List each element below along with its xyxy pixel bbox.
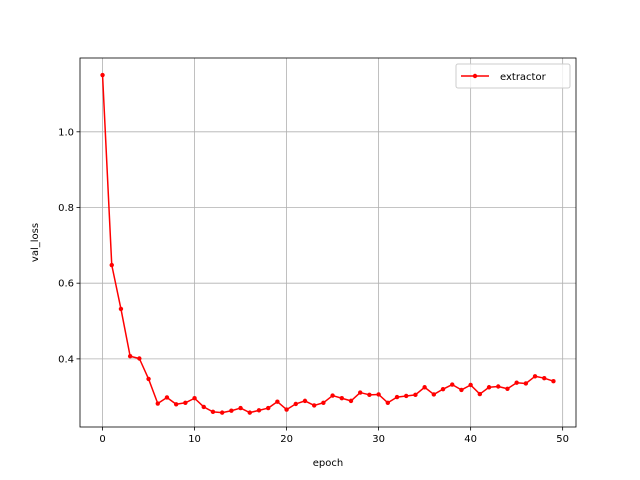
x-axis-label: epoch (313, 458, 343, 469)
y-tick-label: 0.4 (58, 354, 74, 365)
data-point (367, 392, 372, 398)
x-tick-label: 20 (280, 434, 293, 445)
data-point (201, 404, 206, 410)
y-tick-label: 0.6 (58, 279, 74, 290)
data-point (127, 354, 133, 359)
y-tick-label: 1.0 (58, 127, 74, 138)
axis-ticks: 0 10 20 30 40 50 0.4 0.6 0.8 1.0 (58, 127, 569, 445)
data-point (542, 375, 547, 381)
data-point (192, 396, 197, 401)
data-point (118, 306, 124, 312)
data-point (385, 400, 391, 405)
x-tick-label: 40 (464, 434, 477, 445)
grid-lines (80, 58, 576, 427)
data-point (256, 408, 262, 413)
data-point (468, 382, 473, 388)
plot-area-frame (79, 57, 577, 428)
data-point (302, 398, 308, 404)
x-tick-label: 50 (556, 434, 569, 445)
data-point (247, 410, 252, 415)
data-point (155, 401, 160, 406)
data-point (532, 374, 538, 379)
legend: extractor (455, 63, 571, 89)
data-point (229, 408, 234, 413)
data-point (210, 409, 216, 415)
data-point (293, 401, 298, 407)
data-point (339, 396, 345, 401)
x-tick-label: 10 (188, 434, 201, 445)
data-point (348, 398, 354, 404)
data-point (523, 381, 529, 386)
x-tick-label: 30 (372, 434, 385, 445)
data-point (505, 386, 510, 391)
data-point (376, 392, 381, 397)
data-point (164, 395, 170, 400)
data-point (137, 356, 142, 361)
data-point (477, 391, 483, 397)
legend-label-extractor: extractor (500, 72, 547, 83)
data-point (284, 407, 289, 412)
data-point (450, 382, 455, 387)
data-point (100, 72, 105, 78)
data-point (459, 387, 464, 393)
data-point (394, 394, 400, 400)
data-point (440, 386, 446, 392)
data-point (311, 403, 317, 408)
data-point (486, 385, 492, 390)
legend-marker-swatch (472, 73, 478, 79)
y-tick-label: 0.8 (58, 203, 74, 214)
series-layer (100, 72, 556, 415)
data-point (404, 393, 409, 399)
data-point (183, 400, 188, 405)
data-point (413, 392, 418, 398)
data-point (109, 262, 114, 268)
data-point (431, 392, 437, 397)
y-axis-label: val_loss (30, 223, 41, 262)
data-point (514, 380, 519, 385)
data-point (173, 402, 179, 407)
data-point (496, 384, 501, 389)
data-point (275, 399, 280, 404)
data-point (238, 405, 243, 411)
legend-box (455, 63, 571, 89)
data-point (551, 379, 556, 384)
data-point (422, 385, 427, 390)
data-point (321, 400, 326, 405)
data-point (265, 405, 271, 411)
data-point (358, 390, 363, 395)
data-point (219, 410, 225, 415)
data-point (330, 393, 335, 398)
data-point (146, 376, 151, 382)
x-tick-label: 0 (99, 434, 105, 445)
